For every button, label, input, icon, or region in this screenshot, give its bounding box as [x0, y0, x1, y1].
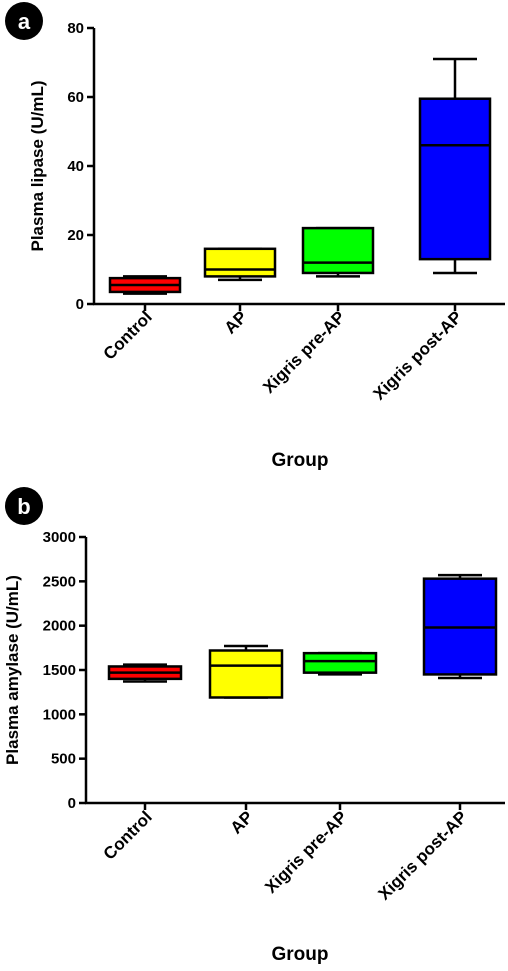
box-control [107, 663, 183, 683]
y-tick-label: 1000 [43, 706, 76, 723]
y-axis-title: Plasma amylase (U/mL) [3, 575, 22, 765]
x-tick-label: Xigris pre-AP [261, 807, 351, 897]
box-iqr [301, 226, 375, 275]
y-tick-label: 3000 [43, 529, 76, 546]
box-iqr [208, 649, 284, 699]
y-tick-label: 80 [67, 20, 84, 37]
chart-panel-a: a 0 20 40 60 80 Control AP Xigris pre-AP Xigris p… [5, 2, 505, 471]
box-iqr [418, 97, 492, 261]
box-ap [208, 644, 284, 699]
box-xigris-pre-ap [302, 651, 378, 676]
x-tick-label: Xigris post-AP [375, 807, 471, 903]
y-axis-title: Plasma lipase (U/mL) [28, 80, 47, 251]
y-tick-label: 0 [76, 296, 84, 313]
box-iqr [203, 247, 277, 278]
box-xigris-pre-ap [301, 226, 375, 278]
y-tick-label: 40 [67, 158, 84, 175]
box-xigris-post-ap [418, 57, 492, 275]
box-xigris-post-ap [422, 573, 498, 680]
box-ap [203, 247, 277, 282]
y-tick-label: 1500 [43, 662, 76, 679]
x-tick-label: Control [100, 807, 156, 863]
x-axis-title: Group [272, 450, 329, 471]
x-tick-label: AP [227, 807, 257, 837]
panel-badge [5, 487, 43, 525]
x-tick-label: Xigris pre-AP [259, 307, 349, 397]
box-iqr [302, 651, 378, 674]
x-axis-title: Group [272, 944, 329, 965]
box-control [108, 275, 182, 295]
y-tick-label: 60 [67, 89, 84, 106]
x-tick-label: Control [100, 307, 156, 363]
y-tick-label: 2000 [43, 618, 76, 635]
x-tick-label: Xigris post-AP [370, 307, 466, 403]
panel-badge [5, 2, 43, 40]
panel-label: a [18, 9, 31, 34]
x-tick-label: AP [221, 307, 251, 337]
y-tick-label: 0 [68, 795, 76, 812]
panel-label: b [17, 494, 30, 519]
y-tick-label: 20 [67, 227, 84, 244]
y-tick-label: 2500 [43, 573, 76, 590]
y-tick-label: 500 [51, 751, 76, 768]
